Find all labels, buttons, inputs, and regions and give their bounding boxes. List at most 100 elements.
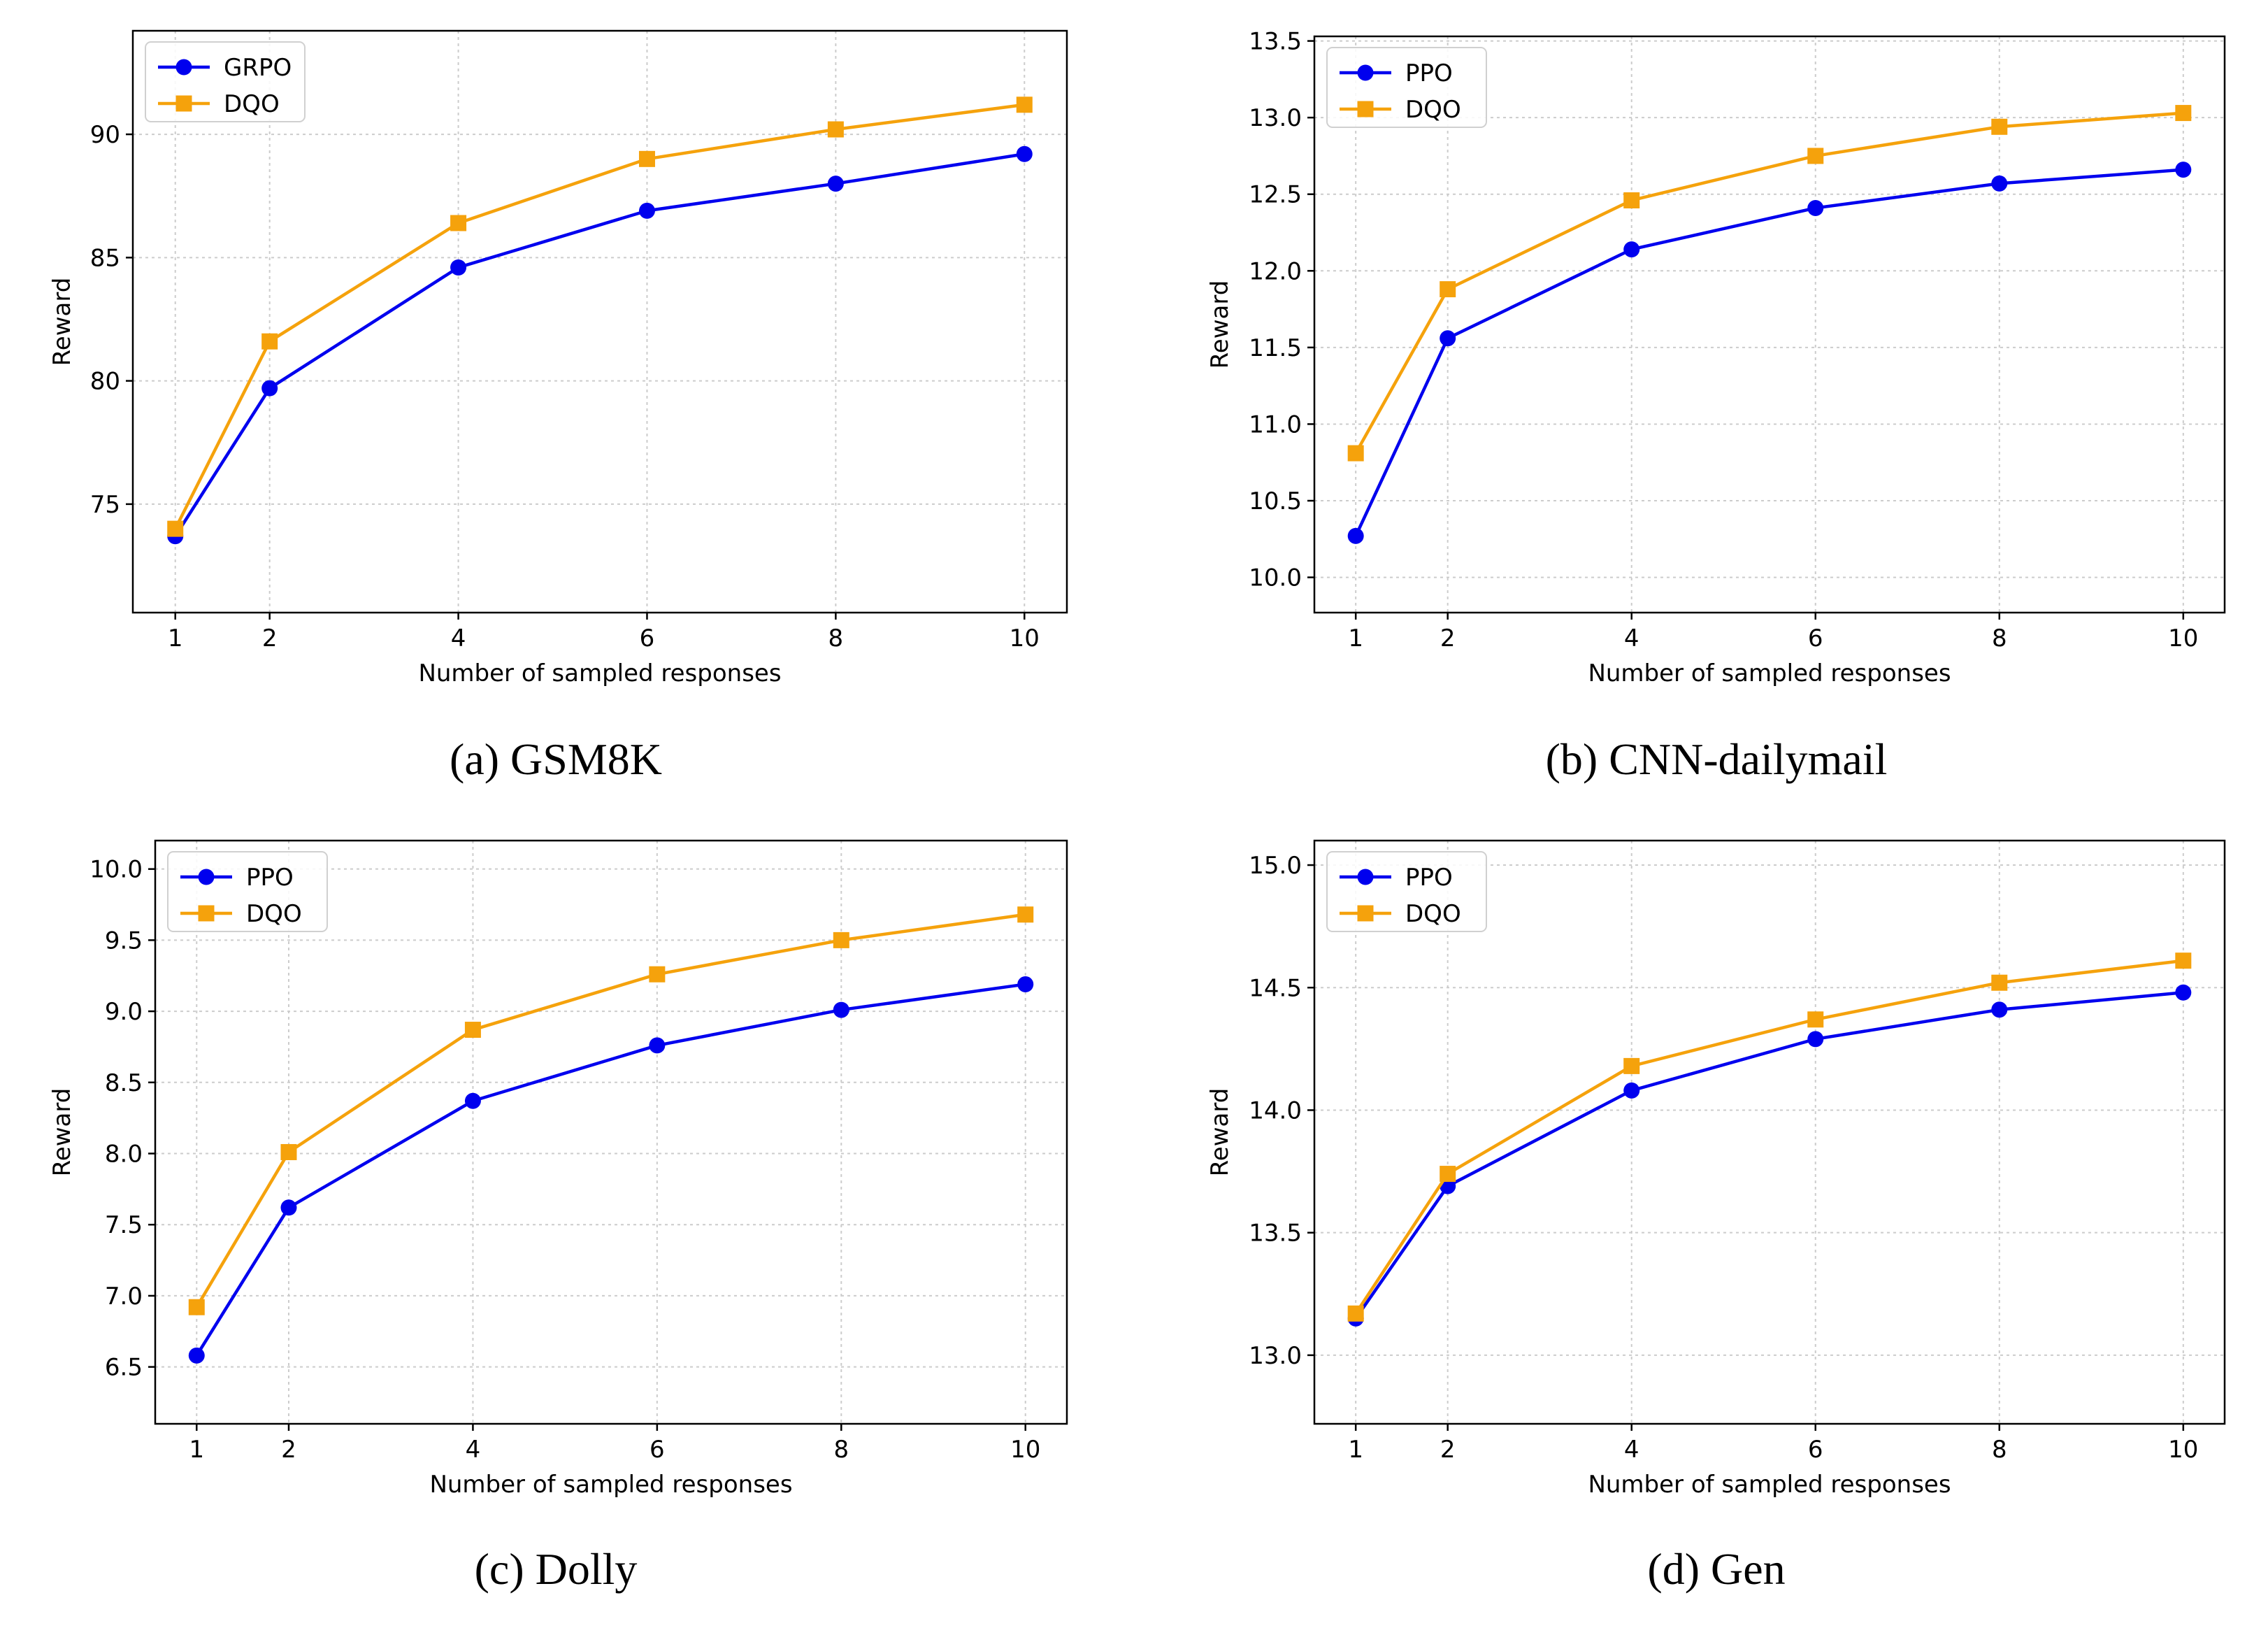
data-point-dqo — [450, 215, 467, 231]
y-axis-label: Reward — [48, 278, 76, 366]
data-point-grpo — [638, 202, 655, 219]
data-point-dqo — [1807, 148, 1824, 164]
x-tick-label: 2 — [281, 1436, 296, 1464]
data-point-ppo — [649, 1037, 666, 1054]
y-tick-label: 13.0 — [1249, 104, 1302, 132]
x-tick-label: 1 — [1348, 624, 1363, 652]
series-line-dqo — [195, 913, 1026, 1308]
data-point-dqo — [638, 150, 655, 167]
x-tick-label: 10 — [1010, 624, 1040, 652]
series-line-grpo — [173, 152, 1025, 537]
series-line-dqo — [1354, 111, 2183, 455]
y-tick-label: 15.0 — [1249, 852, 1302, 880]
data-point-ppo — [1807, 199, 1824, 216]
x-tick-label: 1 — [1348, 1436, 1363, 1464]
plot-frame — [1313, 839, 2226, 1425]
y-tick-label: 13.0 — [1249, 1342, 1302, 1370]
chart-panel-3: 1 2 4 6 8 10 6.5 7.0 7.5 8.0 8.5 9.0 9.5 10.0 Number o… — [48, 839, 1068, 1594]
plot-frame — [131, 29, 1068, 614]
data-point-dqo — [1991, 118, 2008, 135]
x-tick-label: 8 — [1992, 624, 2007, 652]
data-point-ppo — [2175, 162, 2192, 178]
chart-panel-1: 1 2 4 6 8 10 75 80 85 90 Number of sampled respons… — [48, 29, 1068, 784]
data-point-dqo — [1347, 1305, 1364, 1322]
data-point-ppo — [2175, 984, 2192, 1001]
y-tick-label: 8.0 — [105, 1141, 143, 1169]
data-point-dqo — [464, 1022, 481, 1038]
data-point-grpo — [827, 176, 844, 192]
data-point-grpo — [1016, 145, 1033, 162]
data-point-dqo — [649, 966, 666, 983]
y-tick-label: 12.0 — [1249, 257, 1302, 285]
legend-marker-circle — [175, 59, 192, 76]
data-point-ppo — [1991, 175, 2008, 192]
x-tick-label: 8 — [828, 624, 844, 652]
data-point-dqo — [1016, 97, 1033, 113]
y-tick-label: 11.0 — [1249, 410, 1302, 438]
y-tick-label: 80 — [90, 368, 120, 396]
data-point-ppo — [833, 1001, 849, 1018]
data-point-dqo — [2175, 105, 2192, 122]
x-tick-label: 6 — [1808, 624, 1823, 652]
data-point-dqo — [261, 333, 278, 350]
legend-marker-circle — [198, 869, 215, 885]
legend-marker-square — [1357, 905, 1374, 922]
panel-caption: (b) CNN-dailymail — [1546, 734, 1888, 784]
legend: PPO DQO — [1326, 47, 1487, 128]
data-point-dqo — [2175, 952, 2192, 969]
data-point-grpo — [261, 380, 278, 397]
data-point-dqo — [827, 121, 844, 138]
legend: PPO DQO — [1326, 851, 1487, 932]
data-point-grpo — [450, 259, 467, 276]
x-tick-label: 4 — [1624, 624, 1639, 652]
data-point-dqo — [1347, 445, 1364, 462]
x-tick-label: 1 — [189, 1436, 204, 1464]
x-axis-label: Number of sampled responses — [1588, 1471, 1951, 1499]
y-tick-label: 12.5 — [1249, 181, 1302, 209]
y-tick-label: 90 — [90, 121, 120, 149]
y-tick-label: 75 — [90, 491, 120, 519]
x-axis-label: Number of sampled responses — [418, 659, 781, 687]
y-tick-label: 6.5 — [105, 1354, 143, 1382]
y-tick-label: 11.5 — [1249, 334, 1302, 362]
data-point-dqo — [1807, 1011, 1824, 1028]
panel-caption: (d) Gen — [1647, 1544, 1785, 1594]
series-line-ppo — [1354, 991, 2184, 1320]
y-tick-label: 10.0 — [1249, 564, 1302, 592]
legend-label: PPO — [1405, 59, 1453, 87]
x-tick-label: 10 — [2168, 1436, 2198, 1464]
y-axis-label: Reward — [1206, 1088, 1234, 1177]
data-point-dqo — [1440, 1166, 1456, 1183]
x-tick-label: 10 — [1010, 1436, 1040, 1464]
x-tick-label: 4 — [466, 1436, 481, 1464]
y-tick-label: 13.5 — [1249, 1220, 1302, 1248]
chart-panel-2: 1 2 4 6 8 10 10.0 10.5 11.0 11.5 12.0 12.5 13.0 13.5 N… — [1206, 28, 2226, 784]
legend-label: DQO — [224, 90, 280, 118]
data-point-ppo — [1623, 241, 1640, 258]
data-point-dqo — [1440, 281, 1456, 298]
y-tick-label: 9.5 — [105, 927, 143, 955]
x-axis-label: Number of sampled responses — [429, 1471, 792, 1499]
data-point-dqo — [188, 1299, 205, 1315]
y-axis-label: Reward — [1206, 280, 1234, 369]
legend-label: GRPO — [224, 54, 292, 82]
y-tick-label: 7.5 — [105, 1211, 143, 1239]
x-tick-label: 6 — [1808, 1436, 1823, 1464]
y-axis-label: Reward — [48, 1088, 76, 1177]
panel-caption: (c) Dolly — [475, 1544, 638, 1594]
x-tick-label: 4 — [1624, 1436, 1639, 1464]
plot-frame — [1313, 35, 2226, 614]
plot-frame — [154, 839, 1068, 1425]
x-tick-label: 2 — [1440, 624, 1456, 652]
series-line-dqo — [173, 103, 1025, 530]
legend-label: DQO — [1405, 96, 1461, 124]
x-tick-label: 8 — [833, 1436, 849, 1464]
x-axis-label: Number of sampled responses — [1588, 659, 1951, 687]
panel-caption: (a) GSM8K — [450, 734, 662, 784]
x-tick-label: 8 — [1992, 1436, 2007, 1464]
x-tick-label: 10 — [2168, 624, 2198, 652]
legend: PPO DQO — [167, 851, 328, 932]
data-point-ppo — [1991, 1001, 2008, 1018]
legend-marker-square — [175, 95, 192, 112]
